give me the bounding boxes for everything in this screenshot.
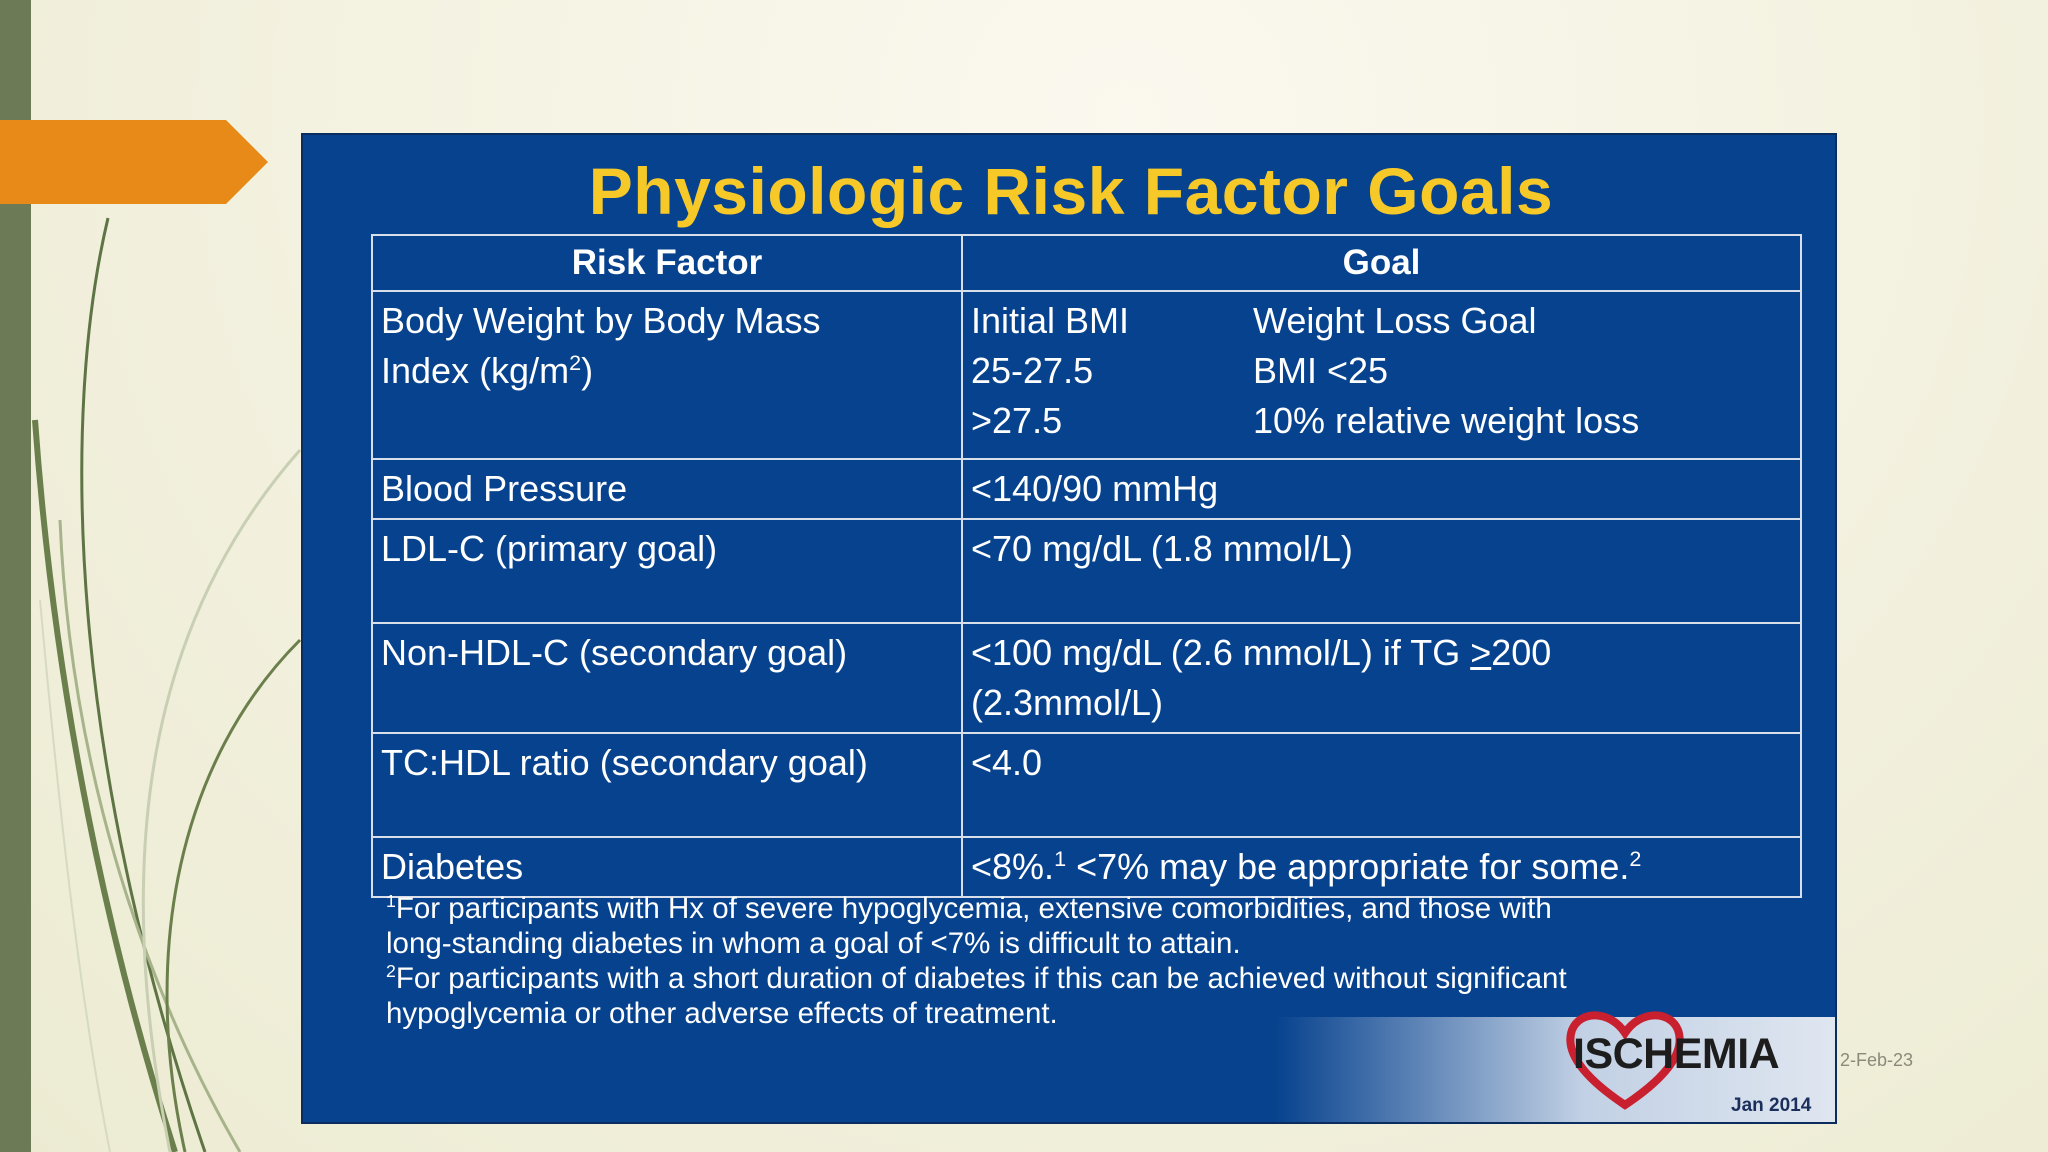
goal-cell: <70 mg/dL (1.8 mmol/L) — [961, 518, 1802, 624]
footnotes: 1For participants with Hx of severe hypo… — [386, 891, 1806, 1031]
logo-band — [1275, 1017, 1835, 1122]
footnote-2-cont: hypoglycemia or other adverse effects of… — [386, 997, 1058, 1030]
orange-arrow-marker — [0, 120, 268, 204]
footnote-2: 2For participants with a short duration … — [386, 961, 1567, 995]
bmi-range-1: 25-27.5 — [971, 350, 1094, 391]
bmi-col-header-goal: Weight Loss Goal — [1253, 300, 1537, 341]
risk-cell: TC:HDL ratio (secondary goal) — [371, 732, 963, 838]
risk-label-units: Index (kg/m2) — [381, 350, 594, 391]
risk-cell: Blood Pressure — [371, 458, 963, 520]
risk-label: Body Weight by Body Mass — [381, 300, 821, 341]
decorative-grass-lines — [32, 217, 302, 1152]
header-risk-factor: Risk Factor — [371, 234, 963, 292]
header-goal: Goal — [961, 234, 1802, 292]
logo-date: Jan 2014 — [1731, 1095, 1812, 1116]
bmi-goal-1: BMI <25 — [1253, 350, 1389, 391]
table-row: Diabetes <8%.1 <7% may be appropriate fo… — [371, 836, 1802, 898]
ischemia-logo: ISCHEMIA — [1573, 1030, 1780, 1078]
footnote-1-cont: long-standing diabetes in whom a goal of… — [386, 927, 1241, 960]
table-row: TC:HDL ratio (secondary goal) <4.0 — [371, 732, 1802, 838]
table-row: Body Weight by Body Mass Index (kg/m2) I… — [371, 290, 1802, 460]
table-row: Non-HDL-C (secondary goal) <100 mg/dL (2… — [371, 622, 1802, 734]
table-row: Blood Pressure <140/90 mmHg — [371, 458, 1802, 520]
slide-date: 2-Feb-23 — [1840, 1050, 1914, 1070]
risk-goals-table: Risk Factor Goal Body Weight by Body Mas… — [371, 234, 1802, 898]
bmi-goal-grid: Initial BMI Weight Loss Goal 25-27.5 BMI… — [971, 296, 1792, 446]
risk-factor-panel: Physiologic Risk Factor Goals Risk Facto… — [301, 133, 1837, 1124]
footnote-1: 1For participants with Hx of severe hypo… — [386, 891, 1552, 925]
bmi-col-header-initial: Initial BMI — [971, 300, 1130, 341]
risk-cell: Diabetes — [371, 836, 963, 898]
risk-cell: Body Weight by Body Mass Index (kg/m2) — [371, 290, 963, 460]
heart-icon — [1566, 1011, 1684, 1110]
goal-cell: <100 mg/dL (2.6 mmol/L) if TG >200 (2.3m… — [961, 622, 1802, 734]
risk-cell: LDL-C (primary goal) — [371, 518, 963, 624]
table-row: LDL-C (primary goal) <70 mg/dL (1.8 mmol… — [371, 518, 1802, 624]
goal-cell: <8%.1 <7% may be appropriate for some.2 — [961, 836, 1802, 898]
goal-cell: <4.0 — [961, 732, 1802, 838]
risk-cell: Non-HDL-C (secondary goal) — [371, 622, 963, 734]
panel-title: Physiologic Risk Factor Goals — [588, 154, 1554, 228]
bmi-goal-2: 10% relative weight loss — [1253, 400, 1640, 441]
goal-cell: <140/90 mmHg — [961, 458, 1802, 520]
bmi-range-2: >27.5 — [971, 400, 1063, 441]
goal-cell: Initial BMI Weight Loss Goal 25-27.5 BMI… — [961, 290, 1802, 460]
table-header-row: Risk Factor Goal — [371, 234, 1802, 292]
